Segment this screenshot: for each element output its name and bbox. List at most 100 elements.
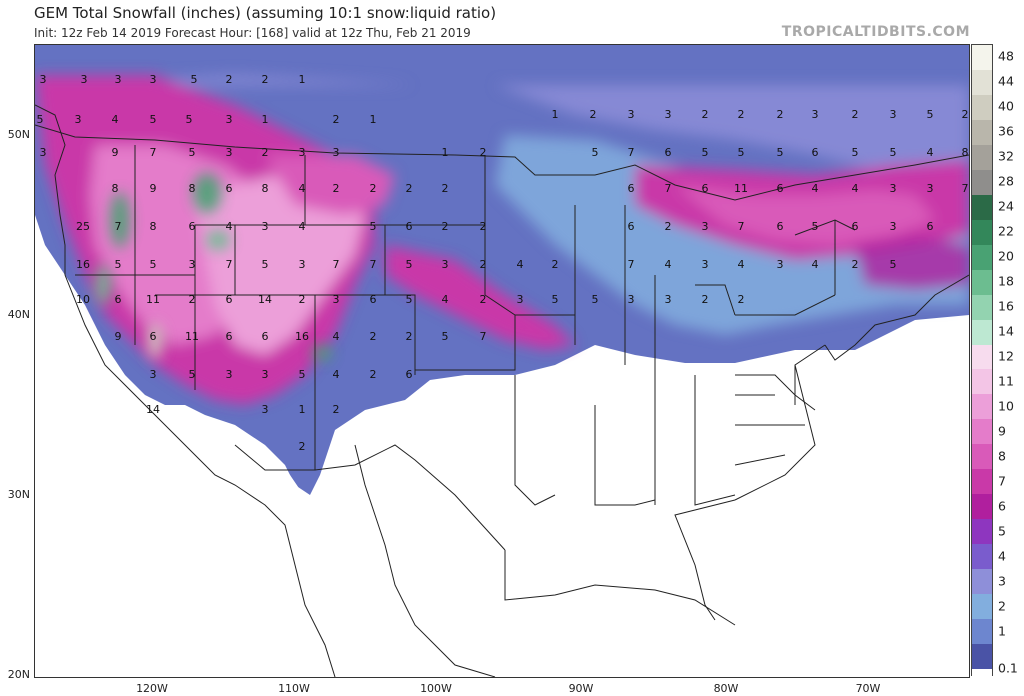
snowfall-value: 2 (702, 108, 709, 121)
snowfall-value: 7 (962, 182, 969, 195)
snow-coverage-layer (35, 45, 969, 677)
snowfall-value: 5 (191, 73, 198, 86)
snowfall-value: 2 (480, 146, 487, 159)
snowfall-value: 2 (370, 330, 377, 343)
snowfall-value: 3 (150, 368, 157, 381)
snowfall-value: 2 (738, 293, 745, 306)
snowfall-value: 4 (299, 182, 306, 195)
snowfall-value: 4 (665, 258, 672, 271)
snowfall-value: 8 (150, 220, 157, 233)
colorbar-label: 48 (998, 48, 1014, 64)
political-boundaries (35, 104, 969, 677)
lon-label-100w: 100W (420, 682, 452, 695)
snowfall-value: 7 (480, 330, 487, 343)
snowfall-value: 2 (299, 293, 306, 306)
snowfall-value: 6 (628, 182, 635, 195)
snowfall-value: 5 (890, 258, 897, 271)
snowfall-value: 6 (702, 182, 709, 195)
colorbar-swatch (972, 194, 992, 220)
snowfall-value: 3 (890, 220, 897, 233)
snowfall-value: 5 (552, 293, 559, 306)
snowfall-value: 5 (592, 293, 599, 306)
lat-label-30n: 30N (7, 488, 30, 501)
snowfall-value: 5 (592, 146, 599, 159)
snowfall-value: 2 (189, 293, 196, 306)
snowfall-value: 3 (333, 293, 340, 306)
snowfall-value: 2 (852, 108, 859, 121)
colorbar-label: 28 (998, 173, 1014, 189)
snowfall-value: 4 (738, 258, 745, 271)
map-title: GEM Total Snowfall (inches) (assuming 10… (34, 4, 497, 22)
snowfall-value: 2 (370, 368, 377, 381)
snowfall-value: 3 (299, 146, 306, 159)
snowfall-value: 9 (150, 182, 157, 195)
snowfall-value: 2 (852, 258, 859, 271)
colorbar-label: 36 (998, 123, 1014, 139)
snowfall-value: 6 (226, 182, 233, 195)
snowfall-value: 5 (777, 146, 784, 159)
snowfall-value: 4 (112, 113, 119, 126)
snowfall-value: 2 (962, 108, 969, 121)
snowfall-value: 3 (777, 258, 784, 271)
colorbar-label: 22 (998, 223, 1014, 239)
colorbar-swatch (972, 394, 992, 420)
snowfall-value: 6 (406, 368, 413, 381)
snowfall-value: 14 (258, 293, 272, 306)
colorbar-swatch (972, 519, 992, 545)
snowfall-value: 2 (299, 440, 306, 453)
snowfall-value: 4 (927, 146, 934, 159)
snowfall-value: 7 (628, 258, 635, 271)
lon-label-80w: 80W (713, 682, 739, 695)
snowfall-value: 4 (812, 182, 819, 195)
colorbar-swatch (972, 94, 992, 120)
snowfall-value: 5 (702, 146, 709, 159)
lon-label-120w: 120W (136, 682, 168, 695)
snowfall-value: 6 (777, 220, 784, 233)
colorbar-label: 1 (998, 623, 1006, 639)
colorbar-swatch (972, 444, 992, 470)
snowfall-value: 16 (76, 258, 90, 271)
snowfall-value: 2 (665, 220, 672, 233)
colorbar-label: 6 (998, 498, 1006, 514)
colorbar-label: 44 (998, 73, 1014, 89)
snowfall-value: 3 (40, 146, 47, 159)
snowfall-value: 3 (40, 73, 47, 86)
snowfall-value: 7 (628, 146, 635, 159)
colorbar-swatch (972, 169, 992, 195)
snowfall-value: 3 (702, 220, 709, 233)
snowfall-value: 7 (226, 258, 233, 271)
snowfall-value: 2 (480, 220, 487, 233)
colorbar-swatch (972, 419, 992, 445)
snowfall-value: 7 (370, 258, 377, 271)
snowfall-value: 2 (262, 146, 269, 159)
snowfall-value: 3 (665, 108, 672, 121)
colorbar-swatch (972, 544, 992, 570)
colorbar-label: 32 (998, 148, 1014, 164)
snowfall-value: 5 (189, 146, 196, 159)
colorbar-swatch (972, 619, 992, 645)
colorbar-swatch (972, 494, 992, 520)
snowfall-value: 3 (517, 293, 524, 306)
snowfall-value: 2 (442, 182, 449, 195)
colorbar-label: 11 (998, 373, 1014, 389)
snowfall-value: 5 (442, 330, 449, 343)
snowfall-value: 9 (115, 330, 122, 343)
snowfall-value: 5 (406, 293, 413, 306)
snowfall-value: 11 (185, 330, 199, 343)
lat-label-40n: 40N (7, 308, 30, 321)
snowfall-value: 4 (299, 220, 306, 233)
snowfall-value: 2 (777, 108, 784, 121)
snowfall-value: 6 (665, 146, 672, 159)
colorbar-swatch (972, 45, 992, 70)
snowfall-value: 4 (852, 182, 859, 195)
colorbar-swatch (972, 644, 992, 670)
snowfall-value: 8 (962, 146, 969, 159)
snowfall-value: 3 (226, 113, 233, 126)
lon-label-70w: 70W (855, 682, 881, 695)
snowfall-value: 3 (226, 368, 233, 381)
snowfall-value: 3 (890, 108, 897, 121)
snowfall-value: 2 (406, 182, 413, 195)
colorbar-swatch (972, 344, 992, 370)
snowfall-value: 3 (333, 146, 340, 159)
snowfall-value: 7 (150, 146, 157, 159)
